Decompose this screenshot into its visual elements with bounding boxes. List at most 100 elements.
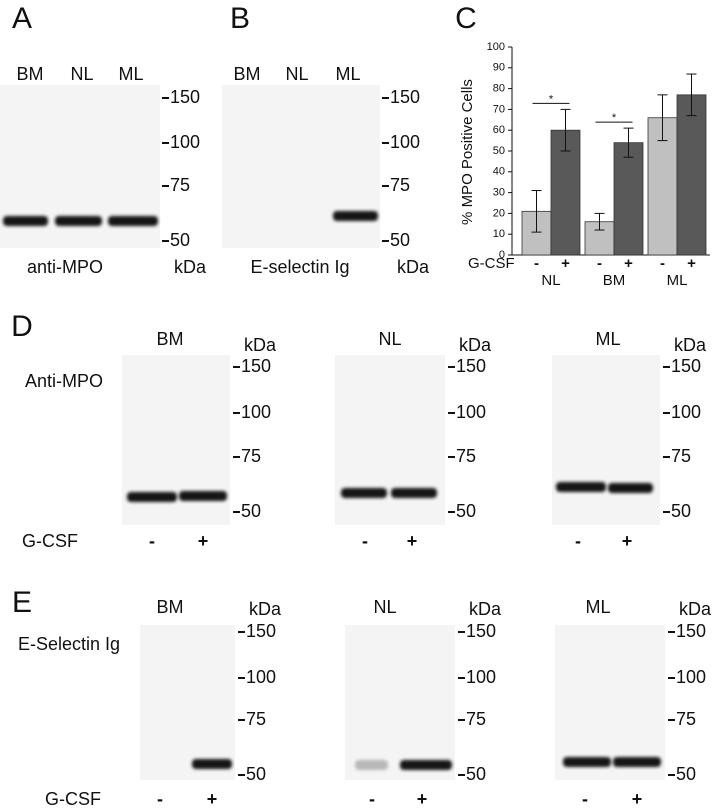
row-label: Anti-MPO (25, 371, 103, 391)
lane-label: - (157, 789, 163, 809)
significance-label: * (612, 112, 617, 124)
unit-label: kDa (459, 335, 492, 355)
band (3, 216, 48, 226)
marker-label: 75 (676, 709, 696, 729)
band (192, 759, 232, 769)
blot-title: ML (585, 597, 610, 617)
marker-label: 100 (170, 132, 200, 152)
y-tick-label: 30 (493, 187, 505, 199)
unit-label: kDa (249, 599, 282, 619)
lane-label: + (198, 531, 209, 551)
error-bar (594, 212, 605, 231)
marker-label: 75 (246, 709, 266, 729)
error-bar (623, 127, 634, 158)
lane-label: BM (234, 64, 261, 84)
lane-label: - (369, 789, 375, 809)
y-axis-title: % MPO Positive Cells (459, 79, 476, 225)
y-tick-label: 70 (493, 103, 505, 115)
marker-label: 100 (246, 667, 276, 687)
treatment-label: G-CSF (45, 789, 101, 809)
blot (335, 355, 445, 525)
marker-label: 150 (390, 87, 420, 107)
marker-label: 75 (241, 446, 261, 466)
row-label: E-Selectin Ig (18, 634, 120, 654)
marker-label: 50 (671, 501, 691, 521)
lane-label: + (407, 531, 418, 551)
band (400, 760, 452, 770)
lane-label: + (622, 531, 633, 551)
bar (613, 142, 644, 256)
treatment-label: G-CSF (22, 531, 78, 551)
legend-label: - (597, 255, 602, 272)
y-tick-label: 10 (493, 228, 505, 240)
panel-label: E (12, 586, 32, 619)
marker-label: 100 (241, 402, 271, 422)
unit-label: kDa (244, 335, 277, 355)
lane-label: BM (17, 64, 44, 84)
unit-label: kDa (397, 257, 430, 277)
legend-label: + (561, 255, 570, 272)
marker-label: 75 (170, 175, 190, 195)
panel-label: D (11, 310, 33, 343)
panel-label: B (230, 2, 250, 35)
legend-label: - (534, 255, 539, 272)
error-bar (686, 73, 697, 117)
unit-label: kDa (469, 599, 502, 619)
lane-label: - (149, 531, 155, 551)
category-label: BM (603, 272, 626, 289)
marker-label: 150 (246, 621, 276, 641)
band (563, 757, 611, 767)
marker-label: 100 (456, 402, 486, 422)
marker-label: 150 (676, 621, 706, 641)
y-tick-label: 50 (493, 145, 505, 157)
lane-label: ML (118, 64, 143, 84)
marker-label: 100 (390, 132, 420, 152)
band (341, 488, 387, 498)
error-bar (531, 190, 542, 233)
unit-label: kDa (174, 257, 207, 277)
band (355, 760, 388, 770)
blot-title: BM (157, 329, 184, 349)
marker-label: 150 (241, 356, 271, 376)
lane-label: NL (285, 64, 308, 84)
lane-label: - (362, 531, 368, 551)
panel-label: C (455, 2, 477, 35)
marker-label: 75 (390, 175, 410, 195)
unit-label: kDa (679, 599, 712, 619)
band (333, 211, 378, 221)
lane-label: - (582, 789, 588, 809)
blot-title: NL (373, 597, 396, 617)
band (556, 482, 606, 492)
marker-label: 50 (676, 764, 696, 784)
lane-label: + (207, 789, 218, 809)
lane-label: - (575, 531, 581, 551)
bar (676, 94, 707, 256)
marker-label: 50 (241, 501, 261, 521)
y-tick-label: 100 (487, 41, 505, 53)
y-tick-label: 90 (493, 62, 505, 74)
band (391, 488, 437, 498)
antibody-label: anti-MPO (27, 257, 103, 277)
band (608, 483, 653, 493)
y-tick-label: 0 (499, 249, 505, 261)
blot (555, 625, 665, 780)
x-axis-title: G-CSF (468, 255, 515, 272)
category-label: NL (541, 272, 560, 289)
marker-label: 50 (466, 764, 486, 784)
error-bar (560, 108, 571, 152)
marker-label: 75 (456, 446, 476, 466)
marker-label: 75 (466, 709, 486, 729)
significance-label: * (549, 93, 554, 105)
blot-title: BM (157, 597, 184, 617)
y-tick-label: 60 (493, 124, 505, 136)
blot (222, 85, 380, 248)
lane-label: + (632, 789, 643, 809)
marker-label: 100 (466, 667, 496, 687)
marker-label: 75 (671, 446, 691, 466)
band (108, 216, 158, 226)
y-tick-label: 40 (493, 166, 505, 178)
lane-label: + (417, 789, 428, 809)
band (613, 757, 661, 767)
marker-label: 150 (466, 621, 496, 641)
